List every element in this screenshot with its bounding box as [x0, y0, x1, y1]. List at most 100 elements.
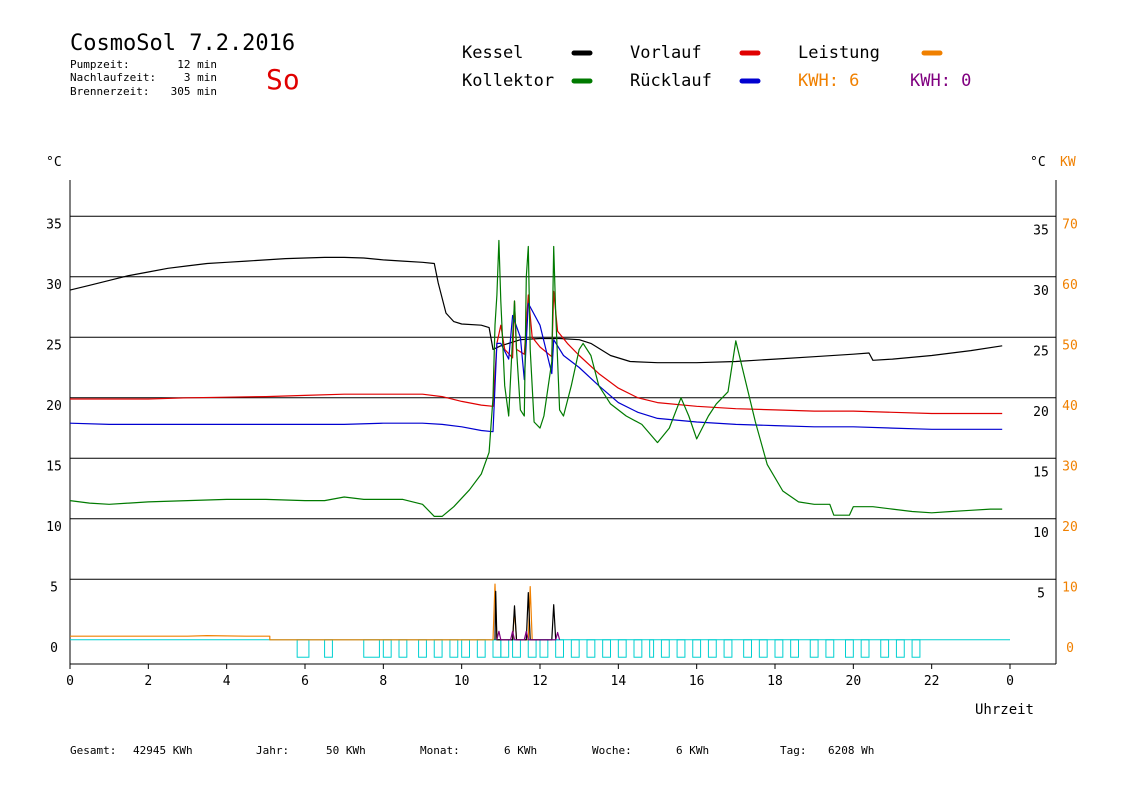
- chart-title: CosmoSol 7.2.2016: [70, 31, 295, 56]
- series-leistung: [70, 583, 540, 641]
- stat-brennerzeit-value: 305 min: [171, 85, 217, 98]
- legend-leistung-label: Leistung: [798, 43, 880, 63]
- x-tick-label-0: 0: [66, 674, 74, 689]
- legend: Kessel Vorlauf Leistung Kollektor Rückla…: [462, 43, 971, 91]
- legend-kessel-label: Kessel: [462, 43, 523, 63]
- kw-tick-label-4: 40: [1062, 399, 1078, 414]
- kw-tick-label-3: 30: [1062, 459, 1078, 474]
- brenner-pulse-2: [363, 639, 380, 658]
- stat-nachlaufzeit-value: 3 min: [184, 71, 217, 84]
- brenner-pulse-30: [790, 639, 800, 658]
- brenner-pulse-24: [692, 639, 702, 658]
- brenner-pulse-4: [398, 639, 408, 658]
- series-kessel: [69, 256, 1003, 364]
- y-tick-label-right-6: 30: [1033, 284, 1049, 299]
- x-tick-label-3: 6: [301, 674, 309, 689]
- brenner-pulse-33: [845, 639, 854, 658]
- brenner-pulse-19: [617, 639, 627, 658]
- legend-ruecklauf-label: Rücklauf: [630, 71, 712, 91]
- x-tick-label-2: 4: [223, 674, 231, 689]
- x-tick-label-9: 18: [767, 674, 783, 689]
- x-tick-label-1: 2: [144, 674, 152, 689]
- x-tick-label-8: 16: [689, 674, 705, 689]
- footer-jahr-value: 50 KWh: [326, 744, 366, 757]
- kw-tick-label-7: 70: [1062, 217, 1078, 232]
- brenner-pulse-9: [476, 639, 486, 658]
- x-tick-label-7: 14: [611, 674, 627, 689]
- x-tick-label-11: 22: [924, 674, 940, 689]
- y-tick-label-right-1: 5: [1037, 586, 1045, 601]
- axes: [69, 180, 1057, 669]
- legend-kollektor-label: Kollektor: [462, 71, 554, 91]
- footer-gesamt-label: Gesamt:: [70, 744, 116, 757]
- grid-lines: [70, 215, 1056, 580]
- brenner-pulse-23: [676, 639, 686, 658]
- footer-woche-value: 6 KWh: [676, 744, 709, 757]
- footer-gesamt-value: 42945 KWh: [133, 744, 193, 757]
- y-tick-label-left-5: 25: [46, 338, 62, 353]
- footer-totals: Gesamt: 42945 KWh Jahr: 50 KWh Monat: 6 …: [70, 744, 874, 757]
- y-axis-kw-unit: KW: [1060, 155, 1076, 170]
- brenner-pulse-15: [555, 639, 565, 658]
- series-vorlauf-puls: [496, 630, 561, 641]
- brenner-pulse-28: [758, 639, 768, 658]
- brenner-pulse-22: [660, 639, 670, 658]
- header-stats: Pumpzeit: 12 min Nachlaufzeit: 3 min Bre…: [70, 58, 217, 98]
- brenner-pulse-21: [649, 639, 655, 658]
- stat-pumpzeit-label: Pumpzeit:: [70, 58, 130, 71]
- brenner-pulse-37: [911, 639, 921, 658]
- footer-tag-label: Tag:: [780, 744, 807, 757]
- x-tick-label-6: 12: [532, 674, 548, 689]
- series-vorlauf: [70, 290, 1003, 415]
- y-tick-label-left-6: 30: [46, 278, 62, 293]
- series-r-cklauf: [69, 302, 1003, 433]
- x-tick-label-12: 0: [1006, 674, 1014, 689]
- brenner-pulse-5: [418, 639, 427, 658]
- brenner-pulse-34: [860, 639, 870, 658]
- brenner-pulse-12: [512, 639, 521, 658]
- tick-labels: 0 2 4 6 8 10 12 14 16 18 20 22 0 0 5 5 10 10 15 15 20 20 25 25 3…: [46, 217, 1078, 689]
- footer-monat-label: Monat:: [420, 744, 460, 757]
- brenner-pulse-18: [602, 639, 612, 658]
- series-kollektor: [69, 239, 1003, 517]
- y-axis-left-unit: °C: [46, 155, 62, 170]
- x-tick-label-5: 10: [454, 674, 470, 689]
- kw-tick-label-0: 0: [1066, 641, 1074, 656]
- brenner-pulse-17: [586, 639, 596, 658]
- kw-tick-label-2: 20: [1062, 520, 1078, 535]
- footer-tag-value: 6208 Wh: [828, 744, 874, 757]
- kw-tick-label-6: 60: [1062, 278, 1078, 293]
- brenner-pulse-7: [449, 639, 459, 658]
- y-tick-label-left-1: 5: [50, 580, 58, 595]
- stat-brennerzeit-label: Brennerzeit:: [70, 85, 149, 98]
- x-axis-label: Uhrzeit: [975, 702, 1034, 718]
- brenner-pulse-8: [461, 639, 470, 658]
- brenner-pulse-25: [707, 639, 717, 658]
- brenner-pulse-6: [433, 639, 443, 658]
- footer-jahr-label: Jahr:: [256, 744, 289, 757]
- y-axis-right-unit: °C: [1030, 155, 1046, 170]
- x-tick-label-4: 8: [379, 674, 387, 689]
- y-tick-label-left-7: 35: [46, 217, 62, 232]
- brenner-pulse-3: [382, 639, 392, 658]
- brenner-pulse-13: [527, 639, 537, 658]
- brenner-pulse-26: [723, 639, 733, 658]
- y-tick-label-left-0: 0: [50, 641, 58, 656]
- brenner-pulse-32: [825, 639, 835, 658]
- brenner-pulse-27: [743, 639, 753, 658]
- weekday-label: So: [266, 63, 300, 96]
- brenner-pulse-36: [895, 639, 905, 658]
- y-tick-label-right-4: 20: [1033, 405, 1049, 420]
- footer-woche-label: Woche:: [592, 744, 632, 757]
- kw-tick-label-5: 50: [1062, 338, 1078, 353]
- legend-vorlauf-label: Vorlauf: [630, 43, 702, 63]
- stat-pumpzeit-value: 12 min: [177, 58, 217, 71]
- brenner-pulse-29: [774, 639, 784, 658]
- y-tick-label-left-4: 20: [46, 399, 62, 414]
- legend-kwh-leistung: KWH: 6: [798, 71, 859, 91]
- brenner-pulse-20: [633, 639, 643, 658]
- brenner-pulse-11: [500, 639, 510, 658]
- y-tick-label-left-3: 15: [46, 459, 62, 474]
- series-lines: [69, 239, 1010, 658]
